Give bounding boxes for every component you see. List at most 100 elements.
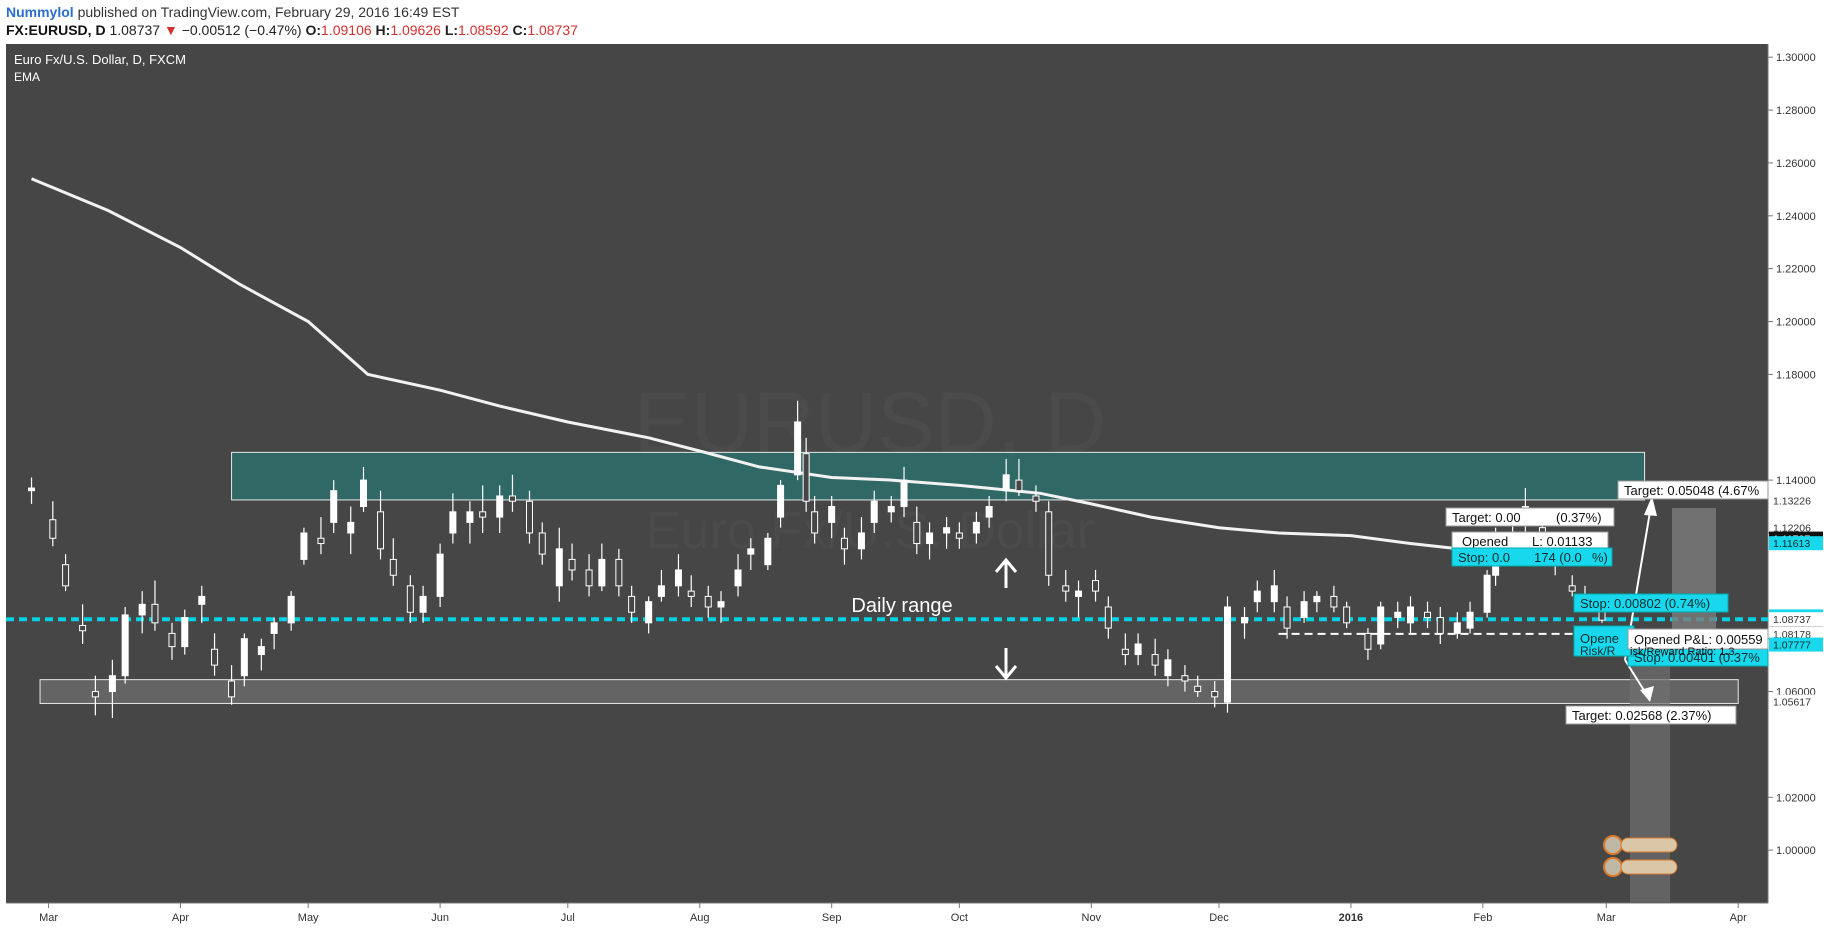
candle[interactable] xyxy=(1568,575,1576,597)
candle[interactable] xyxy=(1283,596,1291,639)
candle[interactable] xyxy=(466,501,474,544)
candle[interactable] xyxy=(811,495,819,544)
candle[interactable] xyxy=(1062,569,1070,602)
candle[interactable] xyxy=(1002,458,1010,502)
price-label[interactable]: 1.12206 xyxy=(1769,520,1823,535)
candle[interactable] xyxy=(857,517,865,560)
candle[interactable] xyxy=(1181,665,1189,692)
candle[interactable] xyxy=(1092,569,1100,602)
flag-badge-1[interactable] xyxy=(1620,837,1678,853)
candle[interactable] xyxy=(287,591,295,631)
zone-support[interactable] xyxy=(39,679,1739,704)
price-label[interactable]: 1.11613 xyxy=(1769,536,1823,551)
candle[interactable] xyxy=(717,591,725,623)
candle[interactable] xyxy=(585,554,593,597)
candle[interactable] xyxy=(1104,596,1112,639)
candle[interactable] xyxy=(1330,585,1338,613)
candle[interactable] xyxy=(525,490,533,544)
candle[interactable] xyxy=(1483,569,1491,618)
candle[interactable] xyxy=(1253,580,1261,613)
candle[interactable] xyxy=(181,609,189,655)
label-small-target[interactable]: Target: 0.00 (0.37%) xyxy=(1445,507,1615,527)
candle[interactable] xyxy=(764,532,772,570)
candle[interactable] xyxy=(270,617,278,650)
candle[interactable] xyxy=(1045,501,1053,586)
candle[interactable] xyxy=(228,665,236,705)
price-axis[interactable] xyxy=(1768,44,1824,903)
candle[interactable] xyxy=(1406,596,1414,634)
candle[interactable] xyxy=(28,477,36,504)
candle[interactable] xyxy=(1466,601,1474,634)
label-long-target[interactable]: Target: 0.05048 (4.67% xyxy=(1617,480,1769,500)
candle[interactable] xyxy=(840,527,848,565)
candle[interactable] xyxy=(1211,680,1219,708)
candle[interactable] xyxy=(747,538,755,570)
ema-line[interactable] xyxy=(30,177,1603,564)
candle[interactable] xyxy=(257,638,265,671)
candle[interactable] xyxy=(870,490,878,533)
candle[interactable] xyxy=(62,554,70,592)
candle[interactable] xyxy=(1223,596,1231,713)
candle[interactable] xyxy=(913,506,921,555)
candle[interactable] xyxy=(568,543,576,581)
candle[interactable] xyxy=(887,495,895,523)
label-short-stop[interactable]: Stop: 0.00401 (0.37% xyxy=(1627,647,1769,667)
candle[interactable] xyxy=(138,591,146,634)
candle[interactable] xyxy=(1313,591,1321,613)
candle[interactable] xyxy=(389,538,397,586)
author-link[interactable]: Nummylol xyxy=(6,4,74,20)
label-long-stop[interactable]: Stop: 0.00802 (0.74%) xyxy=(1573,593,1729,613)
candle[interactable] xyxy=(1241,606,1249,639)
candle[interactable] xyxy=(555,527,563,602)
candle[interactable] xyxy=(211,633,219,676)
candle[interactable] xyxy=(657,569,665,602)
price-label[interactable]: 1.07777 xyxy=(1769,637,1823,652)
candle[interactable] xyxy=(151,580,159,631)
candle[interactable] xyxy=(1134,633,1142,666)
candle[interactable] xyxy=(1453,612,1461,639)
price-chart[interactable]: EURUSD, D Euro Fx/U.S. Dollar Daily rang… xyxy=(0,44,1824,931)
flag-icon-1[interactable] xyxy=(1603,835,1623,855)
zone-resistance[interactable] xyxy=(231,451,1646,501)
candle[interactable] xyxy=(598,543,606,592)
price-label[interactable]: 1.05617 xyxy=(1769,694,1823,709)
candle[interactable] xyxy=(479,485,487,533)
candle[interactable] xyxy=(508,474,516,512)
candle[interactable] xyxy=(794,400,802,481)
label-short-target[interactable]: Target: 0.02568 (2.37%) xyxy=(1565,705,1737,725)
candle[interactable] xyxy=(79,604,87,644)
candle[interactable] xyxy=(121,606,129,684)
label-pnl-right[interactable]: Opened P&L: 0.00559 isk/Reward Ratio: 1.… xyxy=(1627,628,1769,658)
candle[interactable] xyxy=(1032,485,1040,512)
candle[interactable] xyxy=(1300,591,1308,623)
news-flags[interactable] xyxy=(1603,835,1678,877)
candle[interactable] xyxy=(1151,638,1159,676)
candle[interactable] xyxy=(406,575,414,623)
candle[interactable] xyxy=(1164,649,1172,687)
candle[interactable] xyxy=(1436,606,1444,644)
candle[interactable] xyxy=(674,554,682,597)
candle[interactable] xyxy=(985,495,993,528)
label-small-stop[interactable]: Stop: 0.0 174 (0.0 %) xyxy=(1451,547,1613,567)
candle[interactable] xyxy=(1121,633,1129,666)
candle[interactable] xyxy=(1075,580,1083,618)
candle[interactable] xyxy=(926,522,934,560)
candle[interactable] xyxy=(802,437,810,512)
candle[interactable] xyxy=(645,596,653,634)
candle[interactable] xyxy=(615,548,623,597)
candle[interactable] xyxy=(1424,601,1432,629)
candle[interactable] xyxy=(1343,601,1351,629)
candle[interactable] xyxy=(704,585,712,618)
candle[interactable] xyxy=(1364,628,1372,660)
candle[interactable] xyxy=(49,501,57,547)
candle[interactable] xyxy=(317,517,325,555)
candle[interactable] xyxy=(330,480,338,533)
label-small-pnl[interactable]: Opened L: 0.01133 xyxy=(1451,531,1609,551)
candle[interactable] xyxy=(943,517,951,549)
candle[interactable] xyxy=(1194,675,1202,697)
candle[interactable] xyxy=(240,633,248,687)
candle[interactable] xyxy=(419,585,427,623)
flag-icon-2[interactable] xyxy=(1603,857,1623,877)
candle[interactable] xyxy=(955,522,963,549)
candle[interactable] xyxy=(687,575,695,607)
